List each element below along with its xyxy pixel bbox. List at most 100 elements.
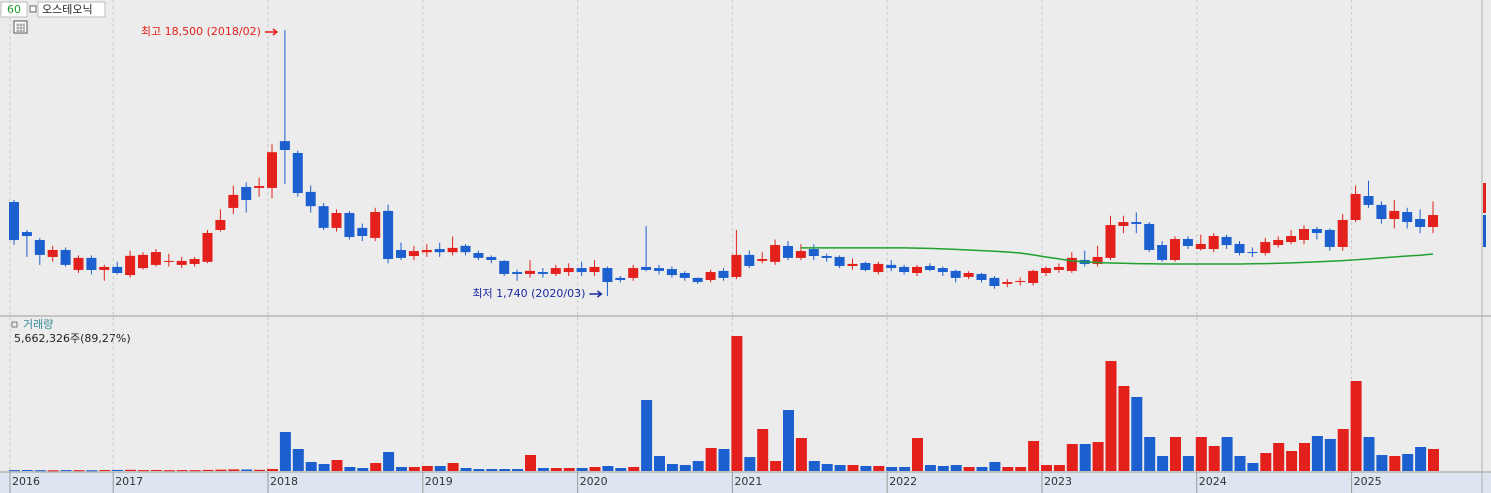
candle-body bbox=[460, 245, 471, 253]
candle-body bbox=[486, 256, 497, 260]
volume-bar bbox=[783, 410, 794, 471]
candle-body bbox=[576, 268, 587, 273]
volume-bar bbox=[924, 465, 936, 471]
period-box[interactable] bbox=[0, 1, 28, 18]
volume-bar bbox=[873, 465, 885, 471]
price-indicator-down bbox=[1483, 215, 1486, 247]
volume-bar bbox=[112, 469, 124, 471]
volume-bar bbox=[899, 466, 911, 471]
volume-bar bbox=[1350, 380, 1362, 471]
volume-bar bbox=[215, 469, 227, 471]
candle-body bbox=[924, 266, 935, 270]
candle-body bbox=[937, 268, 948, 273]
candle-body bbox=[267, 152, 277, 188]
candle-body bbox=[783, 246, 793, 258]
volume-bar bbox=[808, 461, 820, 471]
candle-body bbox=[1415, 219, 1426, 227]
volume-bar bbox=[1389, 456, 1401, 471]
candle-body bbox=[202, 232, 213, 262]
volume-bar bbox=[486, 468, 498, 471]
volume-bar bbox=[1286, 450, 1298, 471]
volume-bar bbox=[525, 454, 536, 471]
candle-body bbox=[550, 268, 561, 274]
volume-bar bbox=[60, 470, 72, 472]
candle-body bbox=[1144, 223, 1155, 250]
volume-bar bbox=[1131, 396, 1143, 471]
candle-body bbox=[370, 212, 381, 238]
x-tick-label: 2025 bbox=[1354, 475, 1382, 488]
volume-bar bbox=[1402, 453, 1414, 471]
candle-body bbox=[525, 270, 535, 274]
candle-body bbox=[1363, 196, 1374, 205]
volume-bar bbox=[1208, 445, 1220, 471]
period: 60 bbox=[7, 3, 21, 16]
volume-bar bbox=[731, 336, 743, 471]
volume-bar bbox=[86, 470, 98, 472]
volume-bar bbox=[1415, 446, 1427, 471]
candle-body bbox=[1195, 243, 1206, 250]
volume-bar bbox=[1015, 466, 1027, 471]
candle-body bbox=[499, 260, 510, 274]
volume-bar bbox=[1079, 444, 1091, 471]
candle-body bbox=[318, 206, 329, 228]
candle-body bbox=[241, 186, 252, 200]
candle-body bbox=[744, 254, 755, 267]
volume-bar bbox=[1324, 438, 1336, 471]
candle-body bbox=[1324, 229, 1335, 247]
candle-body bbox=[847, 263, 858, 267]
volume-bar bbox=[1066, 444, 1078, 471]
stock-name-box[interactable] bbox=[37, 1, 106, 18]
candle-body bbox=[86, 257, 97, 270]
volume-bar bbox=[1337, 429, 1349, 471]
candle-body bbox=[292, 153, 303, 193]
candle-body bbox=[692, 277, 703, 283]
candle-body bbox=[950, 270, 961, 278]
volume-bar bbox=[73, 470, 85, 472]
volume-bar bbox=[615, 468, 627, 471]
menu-icon[interactable] bbox=[29, 5, 37, 13]
volume-bar bbox=[176, 470, 188, 472]
candle-body bbox=[1066, 257, 1077, 271]
volume-label: 5,662,326주(89,27%) bbox=[14, 332, 131, 345]
candle-body bbox=[808, 249, 819, 257]
volume-bar bbox=[705, 448, 717, 471]
candle-body bbox=[1105, 225, 1116, 258]
volume-bar bbox=[1028, 441, 1040, 471]
price-indicator-up bbox=[1483, 183, 1486, 213]
volume-bar bbox=[1092, 442, 1104, 471]
candle-body bbox=[679, 272, 690, 278]
candle-body bbox=[99, 266, 110, 270]
candle-body bbox=[795, 251, 806, 258]
volume-bar bbox=[125, 469, 137, 471]
volume-bar bbox=[666, 464, 678, 471]
candle-body bbox=[1208, 236, 1219, 250]
volume-bar bbox=[1311, 435, 1323, 471]
candle-body bbox=[821, 256, 832, 258]
volume-bar bbox=[447, 462, 459, 471]
candle-body bbox=[125, 255, 136, 276]
volume-bar bbox=[976, 466, 988, 471]
max-arrow bbox=[264, 28, 279, 36]
volume-bar bbox=[1157, 456, 1169, 471]
candle-body bbox=[770, 245, 781, 262]
candle-body bbox=[279, 141, 290, 150]
x-axis-band bbox=[0, 473, 1491, 493]
candle-body bbox=[628, 268, 639, 278]
candle-body bbox=[189, 259, 200, 264]
candle-body bbox=[563, 268, 574, 273]
volume-bar bbox=[692, 461, 704, 471]
volume-bar bbox=[537, 468, 549, 471]
candle-body bbox=[1015, 280, 1026, 283]
volume-bar bbox=[963, 466, 975, 471]
candle-body bbox=[731, 254, 742, 277]
candle-body bbox=[1350, 193, 1361, 220]
volume-bar bbox=[628, 466, 640, 471]
candle-body bbox=[666, 269, 677, 276]
volume-bar bbox=[434, 465, 446, 471]
min-annotation: 최저 1,740 (2020/03) bbox=[472, 287, 585, 300]
volume-bar bbox=[1247, 462, 1259, 471]
volume-bar bbox=[602, 465, 614, 471]
volume-bar bbox=[460, 468, 472, 471]
volume-bar bbox=[757, 429, 769, 471]
